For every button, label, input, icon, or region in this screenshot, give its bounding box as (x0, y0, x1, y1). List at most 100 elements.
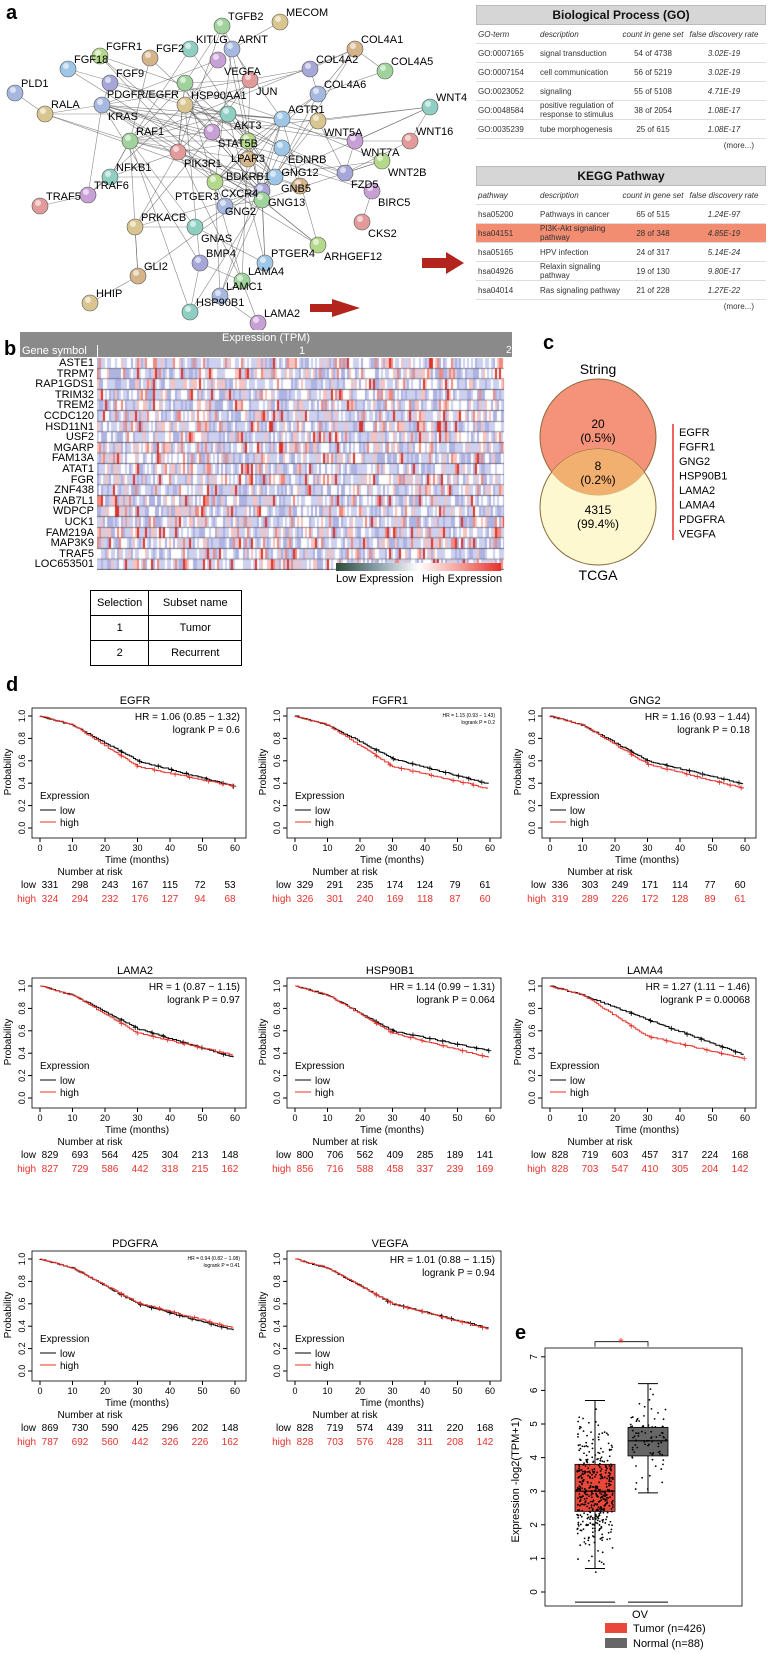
data-point (611, 1476, 614, 1479)
censor-marks-high (118, 1291, 223, 1327)
risk-low-value: 303 (582, 880, 599, 891)
network-node (253, 191, 271, 209)
data-point (590, 1504, 593, 1507)
data-point (586, 1513, 589, 1516)
node-label: HSP90AA1 (191, 90, 247, 102)
data-point (596, 1485, 599, 1488)
data-point (581, 1477, 583, 1480)
data-point (578, 1427, 581, 1430)
network-node (129, 267, 147, 285)
node-label: RALA (51, 99, 80, 111)
risk-high-value: 294 (72, 894, 89, 905)
y-axis-label: Probability (258, 1292, 269, 1339)
y-tick-label: 1.0 (272, 710, 282, 723)
risk-low-value: 311 (417, 1423, 433, 1434)
data-point (591, 1473, 593, 1476)
node-label: EDNRB (288, 154, 327, 166)
risk-low-value: 828 (297, 1423, 314, 1434)
x-tick-label: 0 (547, 843, 552, 853)
x-tick-label: 30 (132, 1113, 142, 1123)
data-point (588, 1475, 591, 1478)
data-point (651, 1458, 654, 1461)
km-curve-low (549, 715, 744, 785)
gene-label: TRIM32 (54, 388, 94, 401)
risk-low-value: 168 (732, 1150, 749, 1161)
data-point (589, 1500, 592, 1503)
data-point (604, 1471, 607, 1474)
node-label: FZD5 (351, 179, 379, 191)
gene-label: TRPM7 (56, 367, 94, 380)
km-plot-gng2: GNG2 0.0 0.2 0.4 0.6 0.8 1.0 Probability 0 10 20 30… (513, 695, 757, 905)
data-point (602, 1490, 604, 1493)
data-point (583, 1541, 586, 1543)
risk-high-value: 301 (327, 894, 344, 905)
risk-low-value: 574 (357, 1423, 374, 1434)
data-point (591, 1477, 594, 1480)
x-tick-label: 30 (132, 1386, 142, 1396)
network-edge (317, 48, 356, 95)
boxplot: 0 1 2 3 4 5 6 7 Expression -log2(TPM+1) * OV Tumor … (510, 1335, 743, 1650)
network-node (273, 139, 291, 157)
data-point (660, 1468, 663, 1470)
x-tick-label: 50 (707, 843, 717, 853)
legend-label-low: low (570, 1076, 586, 1087)
data-point (579, 1544, 582, 1547)
data-point (576, 1488, 578, 1491)
go-cell: 3.02E-19 (707, 48, 741, 58)
data-point (634, 1444, 637, 1446)
data-point (635, 1465, 637, 1467)
legend-label-low: low (315, 806, 331, 817)
go-cell: 4.71E-19 (707, 86, 741, 96)
data-point (649, 1388, 652, 1390)
data-point (590, 1491, 593, 1494)
risk-high-value: 169 (387, 894, 404, 905)
risk-high-value: 586 (102, 1164, 119, 1175)
go-cell: GO:0023052 (478, 86, 524, 96)
y-tick-label: 0.2 (17, 1069, 27, 1082)
y-tick-label: 0 (529, 1589, 540, 1595)
km-curve-high (294, 716, 489, 789)
censor-marks-high (373, 1021, 485, 1059)
node-highlight (295, 180, 301, 186)
network-edge (261, 199, 319, 246)
venn-gene: VEGFA (679, 529, 716, 541)
node-label: STAT5B (218, 138, 258, 150)
data-point (597, 1506, 600, 1509)
risk-low-value: 72 (194, 880, 206, 891)
data-point (608, 1464, 611, 1467)
network-edge (219, 199, 263, 297)
logrank-text: logrank P = 0.064 (417, 995, 496, 1006)
gene-label: RAP1GDS1 (35, 378, 94, 391)
data-point (587, 1471, 589, 1473)
y-tick-label: 1.0 (17, 1253, 27, 1266)
risk-high-value: 337 (417, 1164, 434, 1175)
venn-top-count: 20 (591, 417, 605, 431)
data-point (660, 1441, 663, 1444)
risk-low-label: low (21, 1150, 37, 1161)
node-label: TRAF5 (46, 191, 81, 203)
node-highlight (220, 200, 226, 206)
data-point (638, 1420, 641, 1422)
x-tick-label: 10 (322, 1386, 332, 1396)
node-label: AGTR1 (288, 104, 325, 116)
y-tick-label: 0.2 (527, 1069, 537, 1082)
risk-low-value: 425 (132, 1423, 149, 1434)
data-point (579, 1523, 582, 1526)
legend-label-low: low (60, 1076, 76, 1087)
data-point (577, 1470, 579, 1473)
data-point (608, 1504, 611, 1507)
data-point (582, 1480, 585, 1483)
risk-low-value: 329 (297, 880, 314, 891)
km-curve-high (40, 985, 234, 1056)
data-point (598, 1560, 601, 1563)
node-highlight (133, 270, 139, 276)
km-title: VEGFA (372, 1238, 409, 1250)
data-point (586, 1493, 589, 1496)
data-point (601, 1496, 604, 1499)
risk-low-value: 291 (327, 880, 344, 891)
go-cell: 54 of 4738 (634, 48, 672, 58)
risk-low-value: 141 (477, 1150, 494, 1161)
censor-marks-high (628, 751, 744, 791)
data-point (634, 1488, 637, 1490)
